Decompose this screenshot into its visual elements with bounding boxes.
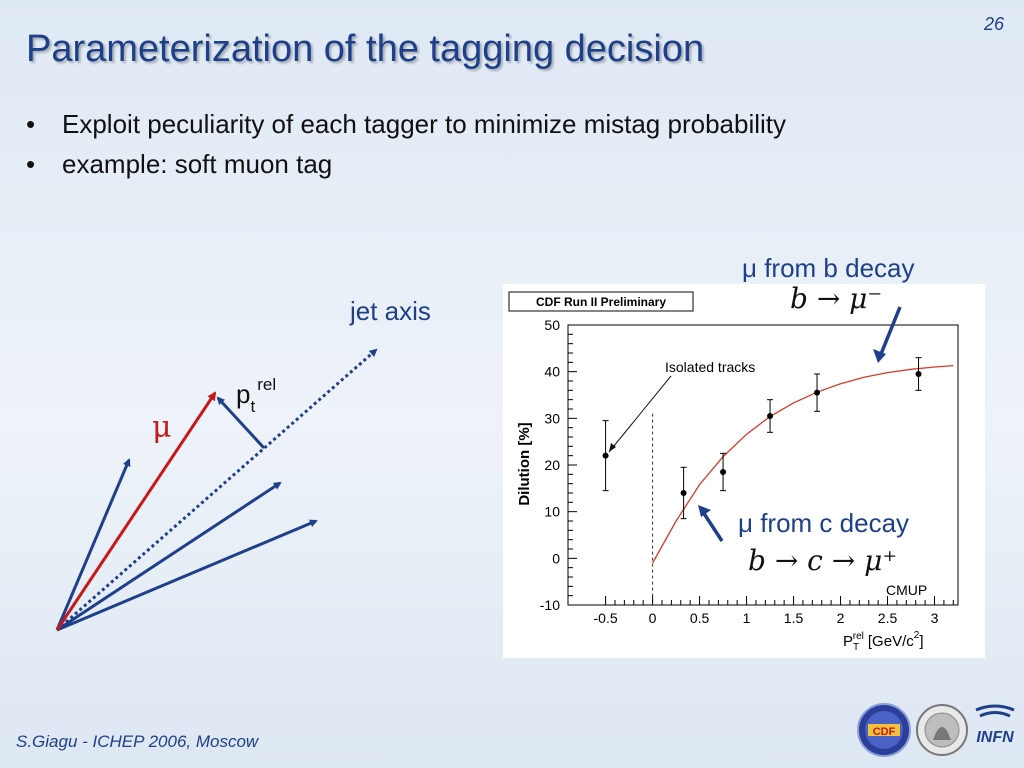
cmup-label: CMUP (886, 582, 927, 598)
jet-axis-line (56, 348, 378, 632)
y-tick-label: 20 (544, 457, 560, 473)
b-decay-arrow (879, 306, 902, 355)
bullet-text: Exploit peculiarity of each tagger to mi… (62, 109, 787, 139)
y-tick-label: 10 (544, 504, 560, 520)
bullet-list: • Exploit peculiarity of each tagger to m… (26, 104, 786, 184)
x-axis-label: PTrel [GeV/c2] (843, 630, 923, 653)
x-tick-label: 3 (931, 610, 939, 626)
isolated-tracks-arrowhead (609, 443, 616, 452)
cdf-logo: CDF (857, 703, 911, 757)
bullet-dot: • (26, 149, 36, 179)
pt-rel-vector (216, 396, 266, 450)
c-decay-arrowhead (698, 505, 711, 517)
x-tick-label: -0.5 (594, 610, 618, 626)
track-vector (56, 481, 282, 632)
y-tick-label: 0 (552, 550, 560, 566)
isolated-tracks-arrow (608, 375, 672, 453)
track-vector (56, 519, 318, 632)
c-decay-formula: b → c → μ⁺ (748, 544, 897, 577)
x-tick-label: 0.5 (690, 610, 710, 626)
data-point (720, 469, 727, 475)
b-decay-label: μ from b decay (742, 253, 915, 283)
chart-background (503, 284, 985, 658)
data-point (814, 389, 821, 396)
x-tick-label: 1 (743, 610, 751, 626)
data-point (915, 371, 922, 377)
c-decay-arrow (701, 511, 724, 542)
page-title: Parameterization of the tagging decision (26, 28, 705, 70)
university-seal-logo (916, 704, 968, 756)
slide-number: 26 (983, 14, 1004, 34)
muon-vector (55, 391, 217, 631)
y-tick-label: 50 (544, 317, 560, 333)
x-tick-label: 1.5 (784, 610, 804, 626)
c-decay-label: μ from c decay (738, 508, 909, 538)
header-box-label: CDF Run II Preliminary (536, 295, 666, 309)
track-vector (55, 458, 131, 631)
b-decay-formula: b → μ⁻ (790, 282, 882, 315)
dilution-chart: CDF Run II Preliminary Dilution [%] PTre… (503, 284, 985, 658)
bullet-item: • Exploit peculiarity of each tagger to m… (26, 104, 786, 144)
pt-rel-label: ptrel (236, 375, 276, 416)
isolated-tracks-label: Isolated tracks (665, 359, 755, 375)
footer-text: S.Giagu - ICHEP 2006, Moscow (16, 732, 259, 751)
x-tick-label: 0 (649, 610, 657, 626)
muon-label: μ (152, 410, 172, 445)
x-tick-label: 2.5 (878, 610, 898, 626)
cdf-logo-text: CDF (873, 726, 896, 738)
bullet-dot: • (26, 109, 36, 139)
data-point (767, 413, 774, 419)
bullet-item: • example: soft muon tag (26, 144, 786, 184)
y-axis-label: Dilution [%] (516, 422, 533, 505)
y-tick-label: -10 (540, 597, 560, 613)
bullet-text: example: soft muon tag (62, 149, 333, 179)
jet-diagram: jet axis μ ptrel (55, 296, 431, 632)
infn-logo: INFN (975, 704, 1015, 746)
x-tick-label: 2 (837, 610, 845, 626)
y-tick-label: 30 (544, 410, 560, 426)
jet-axis-label: jet axis (349, 296, 431, 326)
data-point (680, 490, 687, 496)
infn-logo-text: INFN (976, 729, 1014, 746)
y-tick-label: 40 (544, 364, 560, 380)
plot-area: -10 0 10 20 30 40 50 -0.5 0 0.5 1 1.5 2 2.5 3 (540, 317, 959, 626)
decay-annotations: μ from b decay b → μ⁻ μ from c decay b →… (698, 253, 915, 577)
b-decay-arrowhead (873, 349, 886, 363)
header-box (508, 291, 694, 312)
data-point (602, 452, 609, 459)
fit-curve (652, 364, 954, 564)
